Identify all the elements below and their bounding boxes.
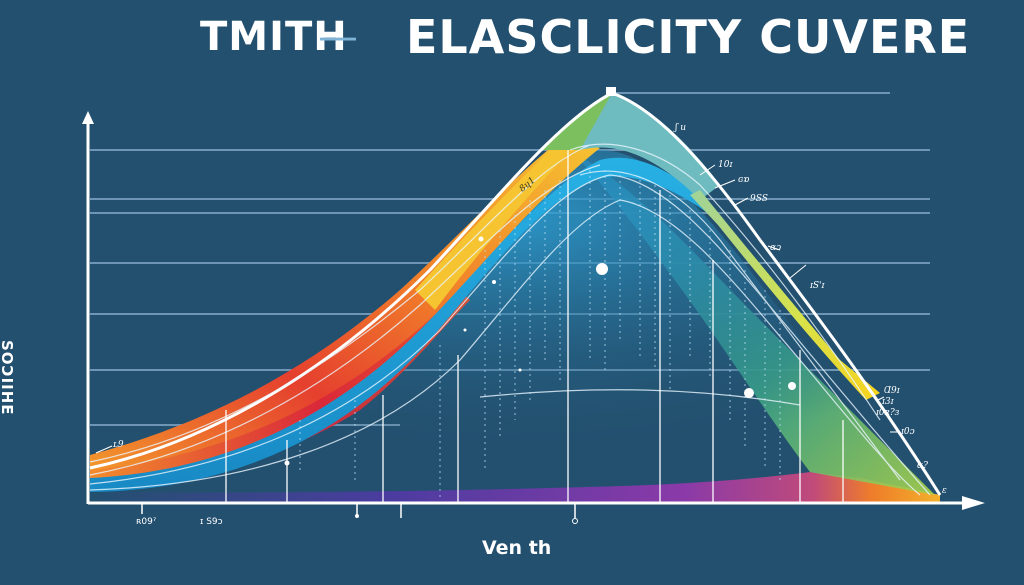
annotation: ɛ: [942, 486, 947, 496]
right-diagonal-bar: [690, 190, 880, 400]
data-points: [284, 236, 796, 466]
x-tick-label: ʀ09ˀ: [136, 517, 157, 527]
annotation: ɢɒ: [738, 175, 750, 185]
leader-lines: [95, 164, 900, 454]
yellow-band: [415, 145, 568, 310]
axes: [82, 111, 985, 510]
flow-lines: [89, 143, 931, 496]
dotted-verticals: [299, 170, 781, 500]
x-tick-label: ɪ S9ɔ: [200, 517, 223, 527]
title-dash: —: [318, 14, 359, 60]
annotation: ɑ?: [917, 461, 928, 471]
y-axis-arrow-icon: [82, 111, 94, 124]
baseline-band: [90, 472, 940, 502]
annotation: ɪ0ɔ: [901, 427, 915, 437]
annotation: ɑɔ: [770, 243, 782, 253]
annotation: ʃ u: [675, 123, 687, 133]
annotation: 9SS: [750, 194, 768, 204]
x-axis-arrow-icon: [962, 496, 985, 510]
annotation: Ɑ9ɪ: [884, 386, 900, 396]
green-cap: [540, 93, 612, 150]
title-part-2: ELASCLICITY CUVERE: [406, 10, 971, 64]
annotation: ɪ3ɪ: [882, 397, 894, 407]
x-axis-label: Ven th: [482, 537, 552, 559]
chart-title: TMITH — ELASCLICITY CUVERE: [0, 4, 1024, 64]
title-part-1: TMITH: [200, 14, 348, 60]
annotation: ɪS'ɪ: [810, 281, 825, 291]
peak-marker: [606, 87, 616, 96]
annotation: 10ɪ: [718, 160, 733, 170]
annotation: ɪ0ʀ?ɜ: [876, 408, 900, 418]
y-axis-label: SOƆIIHE: [0, 340, 16, 416]
annotation: ʟ9: [113, 440, 124, 450]
vertical-guides: [225, 150, 844, 502]
